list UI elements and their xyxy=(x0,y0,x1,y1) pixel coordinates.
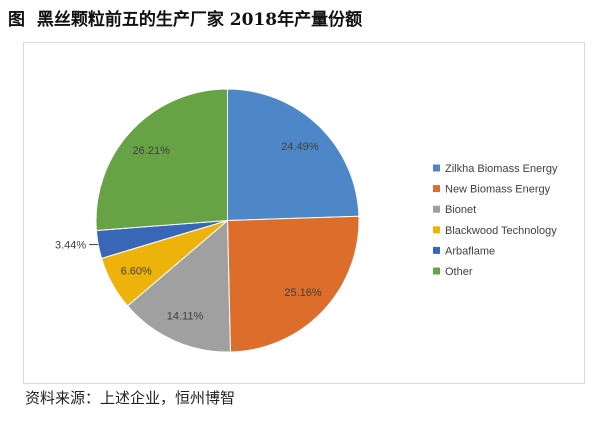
data-label-other: 26.21% xyxy=(133,145,171,157)
legend-swatch-bionet xyxy=(433,205,440,213)
data-label-new-biomass-energy: 25.16% xyxy=(284,287,322,299)
data-label-zilkha-biomass-energy: 24.49% xyxy=(281,141,319,153)
legend-item-zilkha-biomass-energy: Zilkha Biomass Energy xyxy=(433,163,558,175)
data-label-bionet: 14.11% xyxy=(167,310,204,322)
legend-item-other: Other xyxy=(433,266,473,278)
legend-swatch-arbaflame xyxy=(433,246,440,254)
data-label-arbaflame: 3.44% xyxy=(55,240,86,252)
legend-label-other: Other xyxy=(445,266,473,278)
legend-swatch-zilkha-biomass-energy xyxy=(433,164,440,172)
legend-label-new-biomass-energy: New Biomass Energy xyxy=(445,184,551,196)
pie-slices xyxy=(95,88,360,353)
legend: Zilkha Biomass Energy New Biomass Energy B… xyxy=(433,163,558,278)
pie-chart-svg: 24.49% 25.16% 14.11% 6.60% 3.44% 26.21% Zilkh… xyxy=(55,88,558,353)
source-note: 资料来源：上述企业，恒州博智 xyxy=(25,389,236,407)
legend-item-arbaflame: Arbaflame xyxy=(433,245,495,257)
legend-swatch-blackwood-technology xyxy=(433,226,440,234)
legend-label-arbaflame: Arbaflame xyxy=(445,245,495,257)
legend-label-zilkha-biomass-energy: Zilkha Biomass Energy xyxy=(445,163,558,175)
data-labels: 24.49% 25.16% 14.11% 6.60% 3.44% 26.21% xyxy=(55,141,322,323)
chart-area: 24.49% 25.16% 14.11% 6.60% 3.44% 26.21% Zilkh… xyxy=(23,42,585,384)
legend-label-blackwood-technology: Blackwood Technology xyxy=(445,225,557,237)
legend-label-bionet: Bionet xyxy=(445,204,476,216)
pie-slice-other xyxy=(95,88,228,232)
pie-slice-bionet xyxy=(126,219,231,353)
legend-swatch-other xyxy=(433,267,440,275)
pie-slice-new-biomass-energy xyxy=(226,215,360,353)
legend-item-blackwood-technology: Blackwood Technology xyxy=(433,225,557,237)
legend-item-bionet: Bionet xyxy=(433,204,476,216)
pie-slice-zilkha-biomass-energy xyxy=(227,88,360,222)
legend-swatch-new-biomass-energy xyxy=(433,185,440,193)
data-label-blackwood-technology: 6.60% xyxy=(121,265,152,277)
legend-item-new-biomass-energy: New Biomass Energy xyxy=(433,184,551,196)
figure-title: 图 黑丝颗粒前五的生产厂家 2018年产量份额 xyxy=(8,10,363,30)
